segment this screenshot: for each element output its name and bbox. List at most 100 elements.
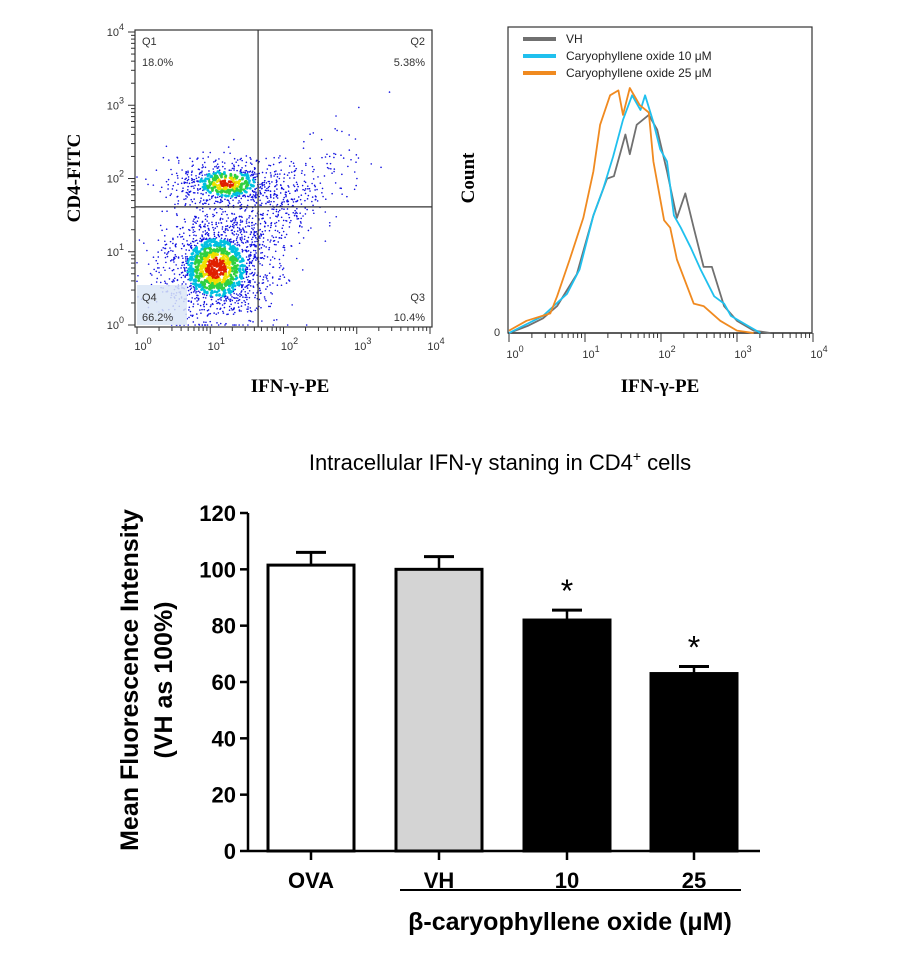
scatter-point	[174, 203, 176, 206]
scatter-point	[224, 198, 226, 201]
scatter-point	[220, 193, 224, 197]
scatter-point	[208, 194, 210, 197]
scatter-point	[252, 228, 254, 231]
scatter-point	[303, 174, 306, 176]
scatter-point	[191, 181, 193, 184]
scatter-point	[278, 161, 281, 164]
scatter-point	[266, 274, 268, 277]
scatter-point	[228, 202, 231, 205]
scatter-point	[189, 310, 192, 313]
scatter-point	[273, 319, 275, 321]
scatter-point	[321, 156, 323, 159]
scatter-point	[299, 198, 302, 201]
scatter-point	[182, 274, 185, 277]
scatter-point	[216, 190, 219, 194]
scatter-point	[200, 247, 204, 251]
scatter-point	[241, 280, 243, 283]
scatter-point	[151, 274, 153, 276]
scatter-point	[204, 233, 207, 236]
scatter-point	[272, 266, 274, 268]
scatter-point	[212, 278, 216, 282]
scatter-point	[245, 231, 248, 233]
scatter-point	[230, 220, 232, 222]
scatter-point	[302, 147, 305, 149]
scatter-point	[230, 194, 234, 198]
scatter-point	[264, 186, 266, 188]
scatter-point	[222, 310, 224, 313]
scatter-point	[380, 166, 382, 169]
scatter-point	[282, 267, 285, 269]
scatter-point	[278, 177, 281, 180]
scatter-point	[192, 321, 195, 323]
scatter-point	[187, 170, 189, 172]
scatter-point	[220, 268, 224, 272]
scatter-point	[203, 305, 205, 308]
scatter-point	[221, 182, 224, 186]
scatter-point	[244, 184, 248, 188]
scatter-point	[296, 189, 298, 192]
scatter-point	[198, 228, 201, 231]
scatter-point	[279, 155, 281, 157]
scatter-point	[239, 170, 241, 173]
scatter-point	[275, 170, 277, 172]
scatter-point	[255, 230, 258, 233]
scatter-point	[187, 324, 190, 326]
scatter-point	[233, 296, 235, 299]
scatter-point	[269, 190, 272, 193]
scatter-point	[228, 284, 231, 288]
scatter-point	[234, 288, 237, 291]
scatter-point	[208, 287, 212, 290]
scatter-point	[293, 185, 296, 188]
scatter-point	[212, 239, 216, 243]
scatter-point	[245, 220, 248, 222]
scatter-point	[164, 244, 167, 246]
scatter-point	[279, 204, 282, 207]
scatter-point	[254, 256, 257, 259]
scatter-point	[205, 286, 209, 290]
scatter-point	[303, 180, 306, 183]
scatter-point	[348, 149, 351, 151]
scatter-point	[251, 259, 254, 262]
scatter-point	[197, 294, 199, 297]
scatter-point	[184, 275, 186, 278]
scatter-point	[204, 324, 207, 326]
scatter-point	[195, 313, 198, 315]
scatter-point	[265, 299, 267, 302]
scatter-point	[212, 229, 215, 231]
scatter-point	[193, 192, 196, 194]
scatter-point	[208, 275, 212, 279]
scatter-point	[155, 259, 158, 262]
scatter-point	[246, 204, 249, 207]
scatter-point	[254, 296, 256, 299]
scatter-point	[277, 211, 280, 213]
scatter-point	[213, 214, 216, 217]
scatter-point	[278, 209, 281, 212]
scatter-point	[274, 222, 276, 225]
scatter-point	[217, 289, 221, 292]
scatter-point	[202, 166, 205, 168]
scatter-point	[243, 264, 246, 268]
scatter-point	[173, 256, 175, 259]
scatter-point	[219, 207, 222, 210]
scatter-point	[261, 217, 263, 220]
scatter-point	[260, 252, 262, 254]
scatter-point	[233, 234, 235, 236]
scatter-point	[280, 169, 282, 171]
scatter-point	[267, 180, 270, 183]
scatter-point	[214, 160, 217, 162]
scatter-point	[190, 261, 193, 265]
scatter-point	[246, 262, 248, 265]
scatter-point	[245, 294, 247, 297]
scatter-point	[237, 282, 241, 286]
scatter-point	[157, 256, 160, 258]
scatter-point	[292, 162, 295, 165]
scatter-point	[268, 164, 270, 167]
scatter-point	[242, 324, 244, 326]
scatter-point	[157, 251, 159, 253]
scatter-point	[280, 202, 283, 205]
scatter-point	[275, 318, 278, 321]
scatter-point	[188, 306, 191, 309]
scatter-point	[204, 297, 207, 299]
scatter-point	[183, 266, 185, 269]
scatter-point	[239, 201, 241, 204]
